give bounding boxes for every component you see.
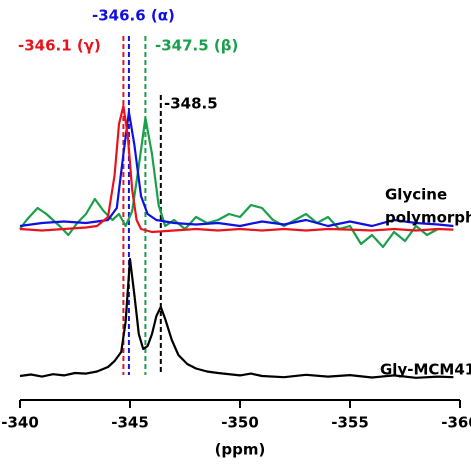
group-label: Glycine bbox=[385, 186, 447, 204]
x-tick-label: -345 bbox=[111, 414, 149, 432]
spectrum-line bbox=[19, 257, 454, 379]
spectrum-line bbox=[19, 116, 439, 249]
series-label: Gly-MCM41 bbox=[380, 361, 471, 379]
x-tick-label: -360 bbox=[441, 414, 471, 432]
annotation: -348.5 bbox=[164, 95, 218, 113]
group-label: polymorphs bbox=[385, 209, 471, 227]
x-tick-label: -350 bbox=[221, 414, 259, 432]
spectrum-line bbox=[19, 110, 454, 228]
spectrum-line bbox=[19, 104, 454, 234]
annotation: -346.1 (γ) bbox=[18, 37, 101, 55]
annotation: -347.5 (β) bbox=[155, 37, 238, 55]
x-tick-label: -340 bbox=[1, 414, 39, 432]
x-tick-label: -355 bbox=[331, 414, 369, 432]
annotation: -346.6 (α) bbox=[92, 7, 175, 25]
x-axis-label: (ppm) bbox=[215, 441, 266, 459]
